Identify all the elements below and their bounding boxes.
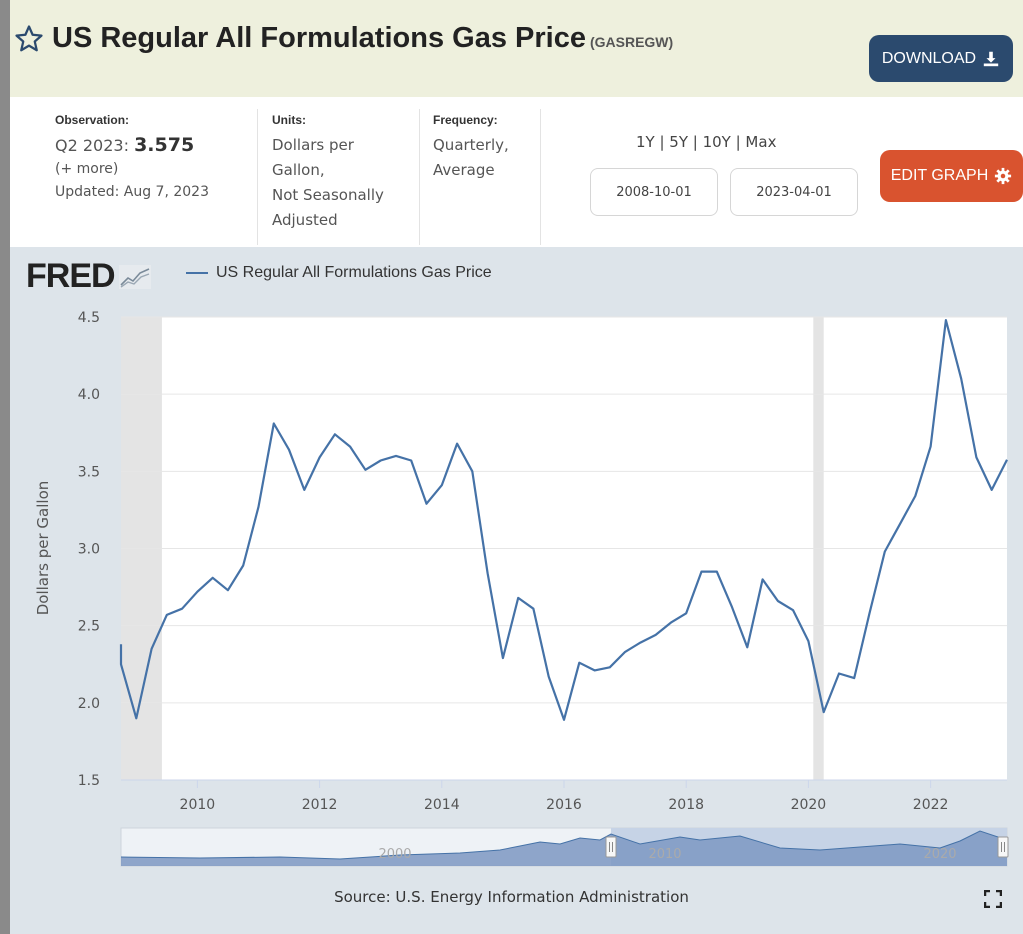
- units-line: Dollars per: [272, 136, 354, 154]
- y-axis-label: Dollars per Gallon: [34, 481, 52, 616]
- y-tick-label: 2.5: [78, 619, 100, 635]
- navigator-line: [120, 830, 1008, 860]
- y-tick-label: 4.0: [78, 387, 100, 403]
- x-tick-label: 2022: [913, 797, 949, 813]
- chart-legend: US Regular All Formulations Gas Price: [186, 264, 492, 282]
- units-line: Gallon,: [272, 161, 325, 179]
- star-icon[interactable]: [14, 24, 44, 54]
- range-selector[interactable]: 1Y | 5Y | 10Y | Max: [636, 133, 777, 151]
- edit-graph-label: EDIT GRAPH: [890, 167, 989, 184]
- title-text: US Regular All Formulations Gas Price: [52, 22, 586, 54]
- y-tick-label: 2.0: [78, 696, 100, 712]
- navigator-area: [121, 831, 1007, 866]
- units-line: Adjusted: [272, 211, 338, 229]
- page-header: [10, 0, 1023, 97]
- updated-date: Updated: Aug 7, 2023: [55, 184, 209, 200]
- frequency-column: Frequency: Quarterly, Average: [433, 113, 509, 183]
- page-title: US Regular All Formulations Gas Price (GA…: [52, 22, 673, 55]
- legend-swatch: [186, 272, 208, 274]
- x-tick-label: 2010: [180, 797, 216, 813]
- fred-logo-graph-icon: [118, 265, 151, 289]
- end-date-input[interactable]: 2023-04-01: [730, 168, 858, 216]
- fred-logo-text: FRED: [26, 257, 116, 295]
- info-divider: [419, 109, 420, 245]
- fred-logo: FRED: [26, 257, 151, 296]
- edit-graph-button[interactable]: EDIT GRAPH: [880, 150, 1023, 202]
- units-line: Not Seasonally: [272, 186, 384, 204]
- start-date-input[interactable]: 2008-10-01: [590, 168, 718, 216]
- navigator-handle[interactable]: [605, 836, 617, 858]
- x-tick-label: 2014: [424, 797, 460, 813]
- info-divider: [257, 109, 258, 245]
- info-divider: [540, 109, 541, 245]
- navigator-handle[interactable]: [997, 836, 1009, 858]
- series-code: (GASREGW): [589, 34, 674, 50]
- observation-value: 3.575: [134, 134, 195, 156]
- series-line: [119, 319, 1008, 721]
- y-tick-label: 4.5: [78, 310, 100, 326]
- x-tick-label: 2012: [302, 797, 338, 813]
- observation-column: Observation: Q2 2023: 3.575 (+ more) Upd…: [55, 113, 209, 204]
- download-label: DOWNLOAD: [881, 49, 977, 67]
- fullscreen-icon[interactable]: [984, 890, 1002, 908]
- x-tick-label: 2020: [791, 797, 827, 813]
- y-tick-label: 1.5: [78, 773, 100, 789]
- y-tick-label: 3.5: [78, 464, 100, 480]
- x-tick-label: 2018: [668, 797, 704, 813]
- navigator-label: 2020: [923, 847, 956, 862]
- download-icon: [983, 51, 999, 66]
- legend-label: US Regular All Formulations Gas Price: [216, 264, 492, 281]
- units-column: Units: Dollars per Gallon, Not Seasonall…: [272, 113, 384, 233]
- gear-icon: [995, 167, 1012, 185]
- observation-label: Observation:: [55, 113, 130, 127]
- left-edge-bar: [0, 0, 10, 934]
- observation-date: Q2 2023:: [55, 136, 129, 155]
- frequency-line: Quarterly,: [433, 136, 509, 154]
- navigator-label: 2000: [378, 847, 411, 862]
- units-label: Units:: [272, 113, 306, 127]
- more-link[interactable]: (+ more): [55, 161, 119, 177]
- observation-row: Q2 2023: 3.575: [55, 133, 209, 158]
- download-button[interactable]: DOWNLOAD: [869, 35, 1013, 82]
- navigator-label: 2010: [648, 847, 681, 862]
- frequency-line: Average: [433, 161, 495, 179]
- source-note: Source: U.S. Energy Information Administ…: [334, 888, 689, 906]
- x-tick-label: 2016: [546, 797, 582, 813]
- y-tick-label: 3.0: [78, 542, 100, 558]
- frequency-label: Frequency:: [433, 113, 498, 127]
